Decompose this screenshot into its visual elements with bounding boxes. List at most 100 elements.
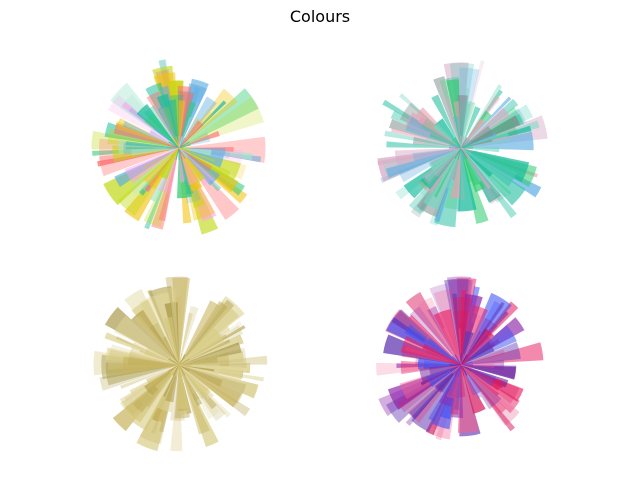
center-spoke [460, 358, 472, 366]
center-spoke [454, 137, 462, 149]
polar-bar [179, 148, 204, 181]
polar-axes-top-right [377, 60, 548, 228]
polar-bar [179, 101, 200, 148]
polar-bar [405, 116, 461, 148]
polar-bar [179, 300, 220, 365]
polar-bar [158, 148, 179, 180]
polar-bar [424, 148, 461, 182]
center-spoke [175, 364, 180, 377]
polar-bar [139, 350, 179, 365]
center-spoke [178, 147, 190, 155]
center-spoke [452, 147, 462, 157]
center-spoke [178, 353, 183, 366]
polar-bar [153, 127, 179, 148]
polar-bar [429, 133, 461, 148]
polar-bar [461, 148, 492, 190]
polar-bar [115, 121, 179, 148]
center-spoke [460, 137, 468, 149]
polar-bar [179, 365, 192, 414]
center-spoke [460, 361, 473, 366]
polar-bar [428, 148, 461, 172]
polar-bar [114, 315, 179, 365]
polar-bar [153, 292, 179, 365]
polar-bar [461, 365, 486, 414]
polar-bar [423, 333, 461, 365]
center-spoke [170, 147, 180, 157]
polar-bar [179, 148, 203, 192]
polar-bar [122, 121, 179, 148]
center-spoke [178, 364, 191, 369]
center-spoke [450, 364, 462, 372]
polar-bar [461, 148, 508, 204]
polar-bar [461, 100, 476, 148]
center-spoke [460, 354, 468, 366]
polar-bar [461, 148, 502, 195]
polar-bar [149, 322, 179, 365]
polar-bar [151, 148, 179, 230]
center-spoke [460, 147, 465, 160]
center-spoke [460, 147, 472, 155]
polar-bar [129, 365, 179, 395]
polar-bar [461, 118, 485, 148]
polar-bar [461, 107, 510, 148]
polar-bar [461, 148, 475, 183]
polar-bar [179, 280, 188, 365]
center-spoke [175, 353, 180, 366]
polar-bar [461, 88, 470, 148]
polar-bar [170, 302, 179, 365]
polar-bar [179, 312, 193, 365]
polar-bar [423, 360, 461, 370]
polar-bar [179, 117, 192, 148]
polar-bar [412, 136, 461, 148]
polar-bar [179, 148, 215, 163]
polar-bar [179, 365, 211, 391]
polar-bar [179, 365, 210, 435]
center-spoke [178, 141, 190, 149]
polar-bar [459, 67, 480, 148]
polar-bar [144, 105, 179, 148]
polar-bar [428, 365, 461, 387]
polar-bar [461, 342, 544, 365]
polar-bar [394, 148, 461, 166]
polar-bar [446, 79, 461, 148]
polar-bar [427, 305, 461, 365]
polar-bar [179, 148, 231, 179]
polar-bar [445, 96, 461, 148]
center-spoke [178, 354, 186, 366]
center-spoke [170, 139, 180, 149]
center-spoke [460, 136, 465, 149]
polar-bar [453, 101, 461, 148]
center-spoke [178, 147, 191, 152]
polar-bar [179, 301, 228, 365]
center-spoke [178, 147, 183, 160]
polar-bar [461, 365, 500, 397]
polar-bar [461, 96, 512, 148]
polar-bar [179, 365, 215, 372]
polar-bar [461, 312, 484, 365]
polar-bar [431, 94, 461, 148]
polar-bar [461, 148, 480, 187]
polar-bar [404, 346, 461, 365]
center-spoke [167, 144, 180, 149]
polar-bar [179, 148, 220, 186]
center-spoke [460, 139, 470, 149]
polar-bar [125, 146, 179, 150]
center-spoke [460, 144, 473, 149]
center-spoke [168, 358, 180, 366]
center-spoke [457, 147, 462, 160]
polar-bar [412, 148, 461, 162]
center-spoke [168, 364, 180, 372]
polar-bar [179, 148, 241, 182]
center-spoke [450, 147, 462, 155]
center-spoke [168, 147, 180, 155]
center-spoke [454, 147, 462, 159]
polar-bar [157, 106, 179, 148]
polar-bar [132, 148, 179, 186]
polar-bar [386, 365, 461, 423]
polar-bar [461, 365, 482, 395]
polar-bar [434, 148, 461, 198]
polar-bar [426, 365, 461, 381]
polar-bar [461, 328, 495, 365]
polar-bar [427, 338, 461, 365]
polar-bar [461, 148, 517, 187]
